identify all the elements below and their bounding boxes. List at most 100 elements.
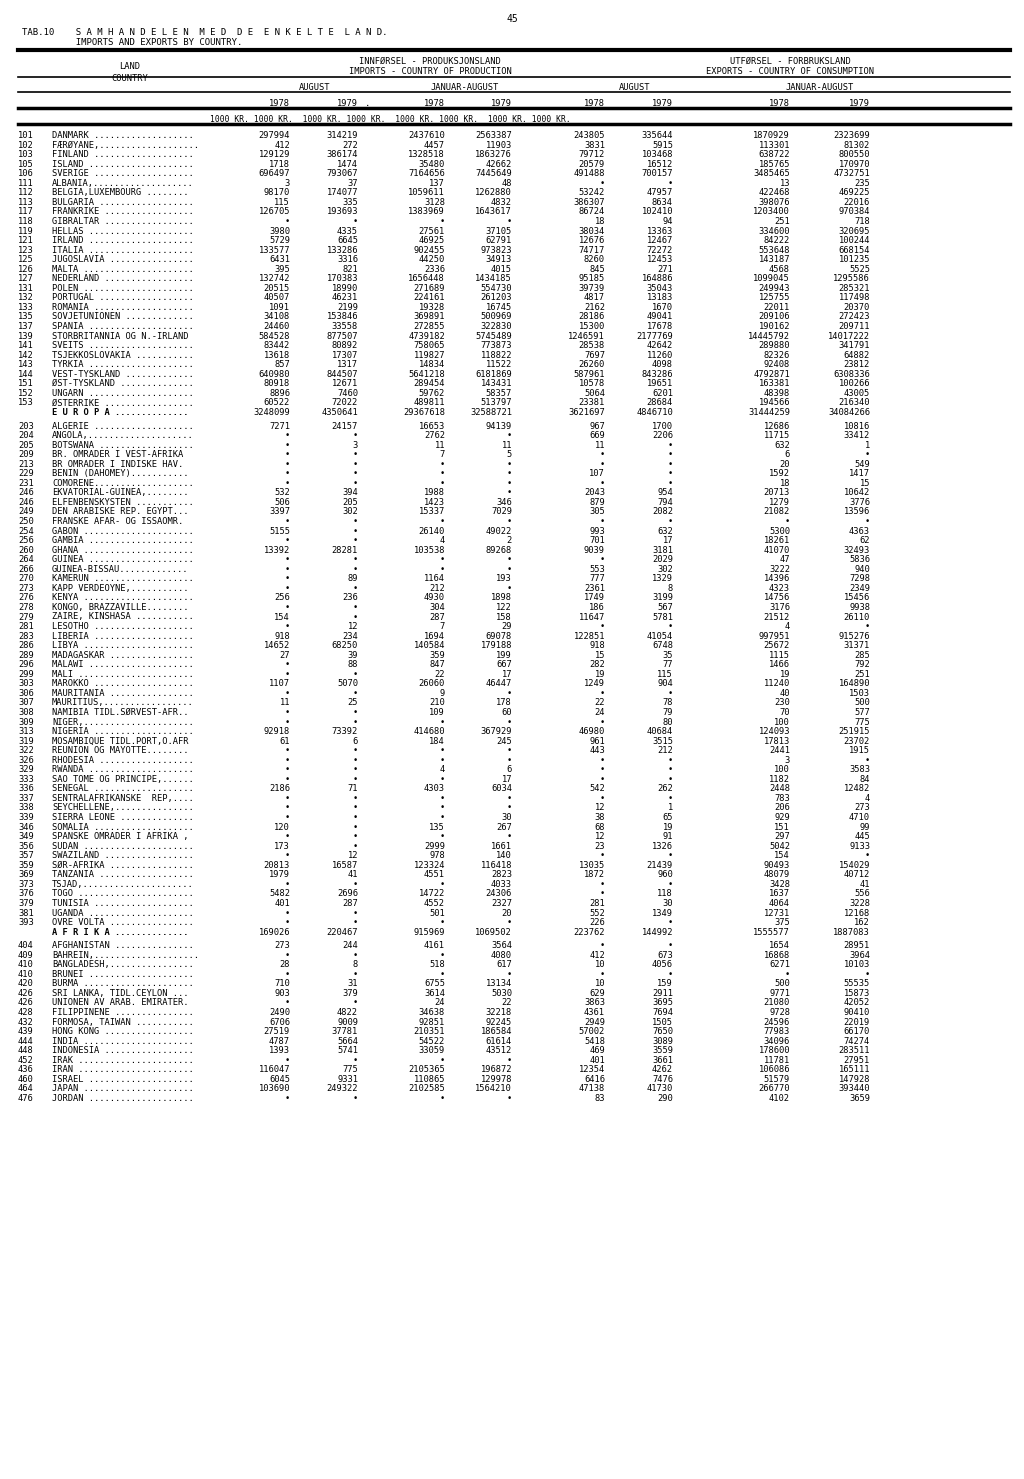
Text: 273: 273 [18,584,34,593]
Text: 6: 6 [352,737,358,745]
Text: 31444259: 31444259 [748,408,790,417]
Text: 43512: 43512 [485,1046,512,1055]
Text: 209106: 209106 [759,312,790,321]
Text: 2999: 2999 [424,842,445,850]
Text: •: • [285,998,290,1007]
Text: 89268: 89268 [485,546,512,555]
Text: 47957: 47957 [647,188,673,197]
Text: 89: 89 [347,574,358,583]
Text: •: • [507,217,512,226]
Text: GAMBIA ....................: GAMBIA .................... [52,535,194,546]
Text: 432: 432 [18,1018,34,1026]
Text: 3863: 3863 [584,998,605,1007]
Text: SOMALIA ...................: SOMALIA ................... [52,822,194,831]
Text: 15: 15 [595,651,605,660]
Text: 41054: 41054 [647,632,673,640]
Text: 2029: 2029 [652,555,673,563]
Text: 2448: 2448 [769,784,790,793]
Text: •: • [668,970,673,979]
Text: 92918: 92918 [264,728,290,737]
Text: 142: 142 [18,351,34,359]
Text: 4098: 4098 [652,361,673,370]
Text: 394: 394 [342,488,358,497]
Text: 1661: 1661 [490,842,512,850]
Text: 346: 346 [497,498,512,507]
Text: 216340: 216340 [839,398,870,407]
Text: 19328: 19328 [419,303,445,312]
Text: INDIA .....................: INDIA ..................... [52,1037,194,1046]
Text: •: • [439,479,445,488]
Text: 1393: 1393 [269,1046,290,1055]
Text: 4: 4 [439,535,445,546]
Text: •: • [668,756,673,765]
Text: 34108: 34108 [264,312,290,321]
Text: 13035: 13035 [579,861,605,870]
Text: 12671: 12671 [332,379,358,389]
Text: 1978: 1978 [769,99,790,108]
Text: 2361: 2361 [584,584,605,593]
Text: 314219: 314219 [327,132,358,141]
Text: •: • [285,1094,290,1103]
Text: 234: 234 [342,632,358,640]
Text: 14834: 14834 [419,361,445,370]
Text: 940: 940 [854,565,870,574]
Text: 58357: 58357 [485,389,512,398]
Text: 40684: 40684 [647,728,673,737]
Text: 1872: 1872 [584,870,605,880]
Text: 1978: 1978 [424,99,445,108]
Text: 9938: 9938 [849,603,870,612]
Text: 282: 282 [589,660,605,670]
Text: •: • [285,833,290,842]
Text: 460: 460 [18,1075,34,1084]
Text: 7694: 7694 [652,1009,673,1018]
Text: 5745489: 5745489 [475,331,512,340]
Text: 584528: 584528 [258,331,290,340]
Text: •: • [439,1094,445,1103]
Text: 235: 235 [854,179,870,188]
Text: 92408: 92408 [764,361,790,370]
Text: 151: 151 [18,379,34,389]
Text: 1978: 1978 [584,99,605,108]
Text: 2823: 2823 [490,870,512,880]
Text: 718: 718 [854,217,870,226]
Text: 46447: 46447 [485,679,512,688]
Text: •: • [439,951,445,960]
Text: •: • [352,833,358,842]
Text: 33059: 33059 [419,1046,445,1055]
Text: 22019: 22019 [844,1018,870,1026]
Text: 915969: 915969 [414,927,445,936]
Text: •: • [285,565,290,574]
Text: 14722: 14722 [419,889,445,898]
Text: 567: 567 [657,603,673,612]
Text: 13363: 13363 [647,226,673,235]
Text: •: • [352,603,358,612]
Text: •: • [600,765,605,775]
Text: 77983: 77983 [764,1026,790,1037]
Text: 256: 256 [274,593,290,602]
Text: •: • [285,670,290,679]
Text: 51579: 51579 [764,1075,790,1084]
Text: 14756: 14756 [764,593,790,602]
Text: 212: 212 [429,584,445,593]
Text: •: • [507,970,512,979]
Text: 302: 302 [657,565,673,574]
Text: 11715: 11715 [764,430,790,441]
Text: 821: 821 [342,265,358,274]
Text: •: • [668,880,673,889]
Text: 4930: 4930 [424,593,445,602]
Text: •: • [600,518,605,527]
Text: •: • [285,460,290,469]
Text: 184: 184 [429,737,445,745]
Text: •: • [600,880,605,889]
Text: 103538: 103538 [414,546,445,555]
Text: 143187: 143187 [759,256,790,265]
Text: 758065: 758065 [414,342,445,351]
Text: •: • [352,518,358,527]
Text: 40507: 40507 [264,293,290,302]
Text: 34913: 34913 [485,256,512,265]
Text: 667: 667 [497,660,512,670]
Text: 137: 137 [18,322,34,331]
Text: 409: 409 [18,951,34,960]
Text: 4015: 4015 [490,265,512,274]
Text: •: • [600,941,605,950]
